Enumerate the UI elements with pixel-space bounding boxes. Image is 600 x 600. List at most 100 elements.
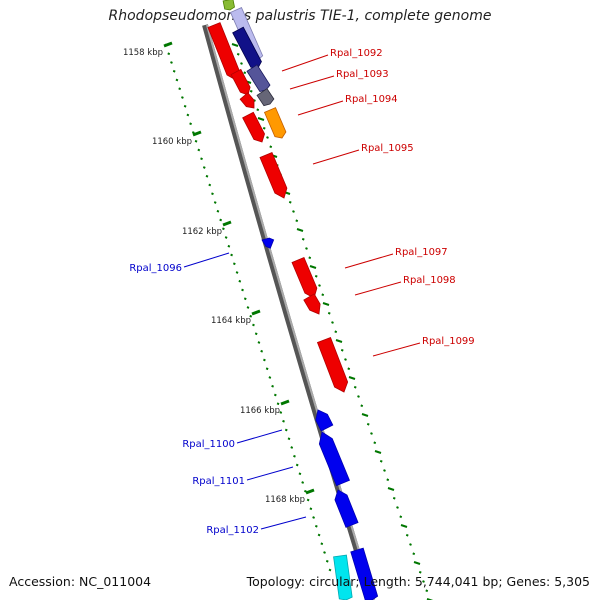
inner-tick-mark [271,384,274,388]
outer-tick-mark [331,321,334,324]
inner-tick-mark [276,402,280,406]
inner-tick-mark [320,542,324,546]
tick-label: 1166 kbp [240,406,280,416]
gene-arrow-1101[interactable] [318,431,350,487]
map-title: Rhodopseudomonas palustris TIE-1, comple… [108,8,492,24]
major-tick [222,220,232,227]
inner-tick-mark [222,227,225,231]
gene-label[interactable]: Rpal_1096 [129,263,182,274]
major-tick [280,399,290,406]
outer-tick-mark [322,302,330,306]
outer-tick-mark [426,598,434,600]
inner-tick-mark [298,472,302,476]
outer-tick-mark [399,515,403,519]
inner-tick-mark [216,209,220,213]
inner-tick-mark [279,411,283,414]
outer-tick-mark [243,71,247,75]
inner-tick-mark [246,306,250,309]
outer-tick-mark [422,580,425,583]
inner-tick-mark [202,166,206,169]
outer-tick-mark [379,459,383,463]
gene-label[interactable]: Rpal_1097 [395,247,448,258]
outer-tick-mark [361,413,369,417]
gene-arrow-1093-red[interactable] [230,68,251,96]
inner-tick-mark [312,516,315,519]
major-tick [251,309,261,316]
major-tick [305,488,315,495]
gene-arrow-1094[interactable] [242,111,265,143]
inner-tick-mark [241,288,244,292]
gene-label[interactable]: Rpal_1100 [182,439,235,450]
inner-tick-mark [172,69,176,73]
outer-tick-mark [409,543,412,546]
gene-label[interactable]: Rpal_1099 [422,336,475,347]
tick-label: 1164 kbp [211,316,251,326]
inner-tick-mark [194,139,198,143]
gene-arrow-1102[interactable] [334,489,359,528]
tick-label: 1162 kbp [182,227,222,237]
gene-arrow-1099[interactable] [316,336,349,393]
outer-tick-mark [288,200,292,204]
gene-label[interactable]: Rpal_1094 [345,94,398,105]
outer-tick-mark [292,210,295,213]
gene-arrow-small[interactable] [239,92,255,109]
outer-tick-mark [396,506,399,509]
inner-tick-mark [257,341,261,344]
gene-label[interactable]: Rpal_1093 [336,69,389,80]
gene-arrow-1098[interactable] [303,293,321,315]
gene-arrow-1100[interactable] [315,409,334,432]
outer-tick-mark [412,552,416,556]
outer-tick-mark [366,422,370,426]
genome-summary: Topology: circular; Length: 5,744,041 bp… [246,574,590,589]
outer-tick-mark [257,117,265,121]
inner-tick-mark [243,297,247,301]
inner-tick-mark [183,104,187,108]
gene-arrow-offscreen[interactable] [222,0,235,11]
inner-tick-mark [181,96,184,99]
accession-text: Accession: NC_011004 [9,574,152,589]
gene-arrow-1097[interactable] [291,256,318,299]
inner-tick-mark [314,524,318,528]
gene-arrow-1095[interactable] [259,151,288,199]
inner-tick-mark [323,551,326,554]
inner-tick-mark [295,463,299,467]
gene-arrow-1094-orange[interactable] [263,107,287,139]
gene-arrow-1093b[interactable] [246,64,271,92]
gene-arrow-grey[interactable] [256,88,275,107]
gene-label[interactable]: Rpal_1095 [361,143,414,154]
gene-leader-line [246,466,294,481]
gene-label[interactable]: Rpal_1092 [330,48,383,59]
inner-tick-mark [293,454,296,458]
inner-tick-mark [290,446,294,449]
inner-tick-mark [284,428,288,432]
outer-tick-mark [308,256,312,260]
gene-arrow-bottom[interactable] [350,547,379,600]
outer-tick-mark [269,145,273,149]
gene-arrow-cyan[interactable] [333,554,353,600]
inner-tick-mark [301,481,305,484]
tick-label: 1158 kbp [123,48,163,58]
outer-tick-mark [360,404,364,408]
gene-arrow-1096[interactable] [261,237,275,249]
outer-tick-mark [309,265,317,269]
gene-leader-line [260,516,307,530]
outer-tick-mark [357,395,360,398]
gene-label[interactable]: Rpal_1101 [192,476,245,487]
outer-tick-mark [305,247,308,250]
gene-label[interactable]: Rpal_1102 [206,525,259,536]
outer-tick-mark [386,478,390,482]
gene-label[interactable]: Rpal_1098 [403,275,456,286]
outer-tick-mark [318,284,321,287]
outer-tick-mark [392,496,396,500]
major-tick [163,41,173,48]
outer-tick-mark [231,43,239,47]
outer-tick-mark [400,524,408,528]
major-tick [192,130,202,137]
inner-tick-mark [170,61,173,64]
inner-tick-mark [178,87,182,91]
outer-tick-mark [374,450,382,454]
inner-tick-mark [191,131,195,134]
outer-tick-mark [296,228,304,232]
inner-tick-mark [227,244,231,248]
gene-arrow-1093[interactable] [232,26,262,69]
